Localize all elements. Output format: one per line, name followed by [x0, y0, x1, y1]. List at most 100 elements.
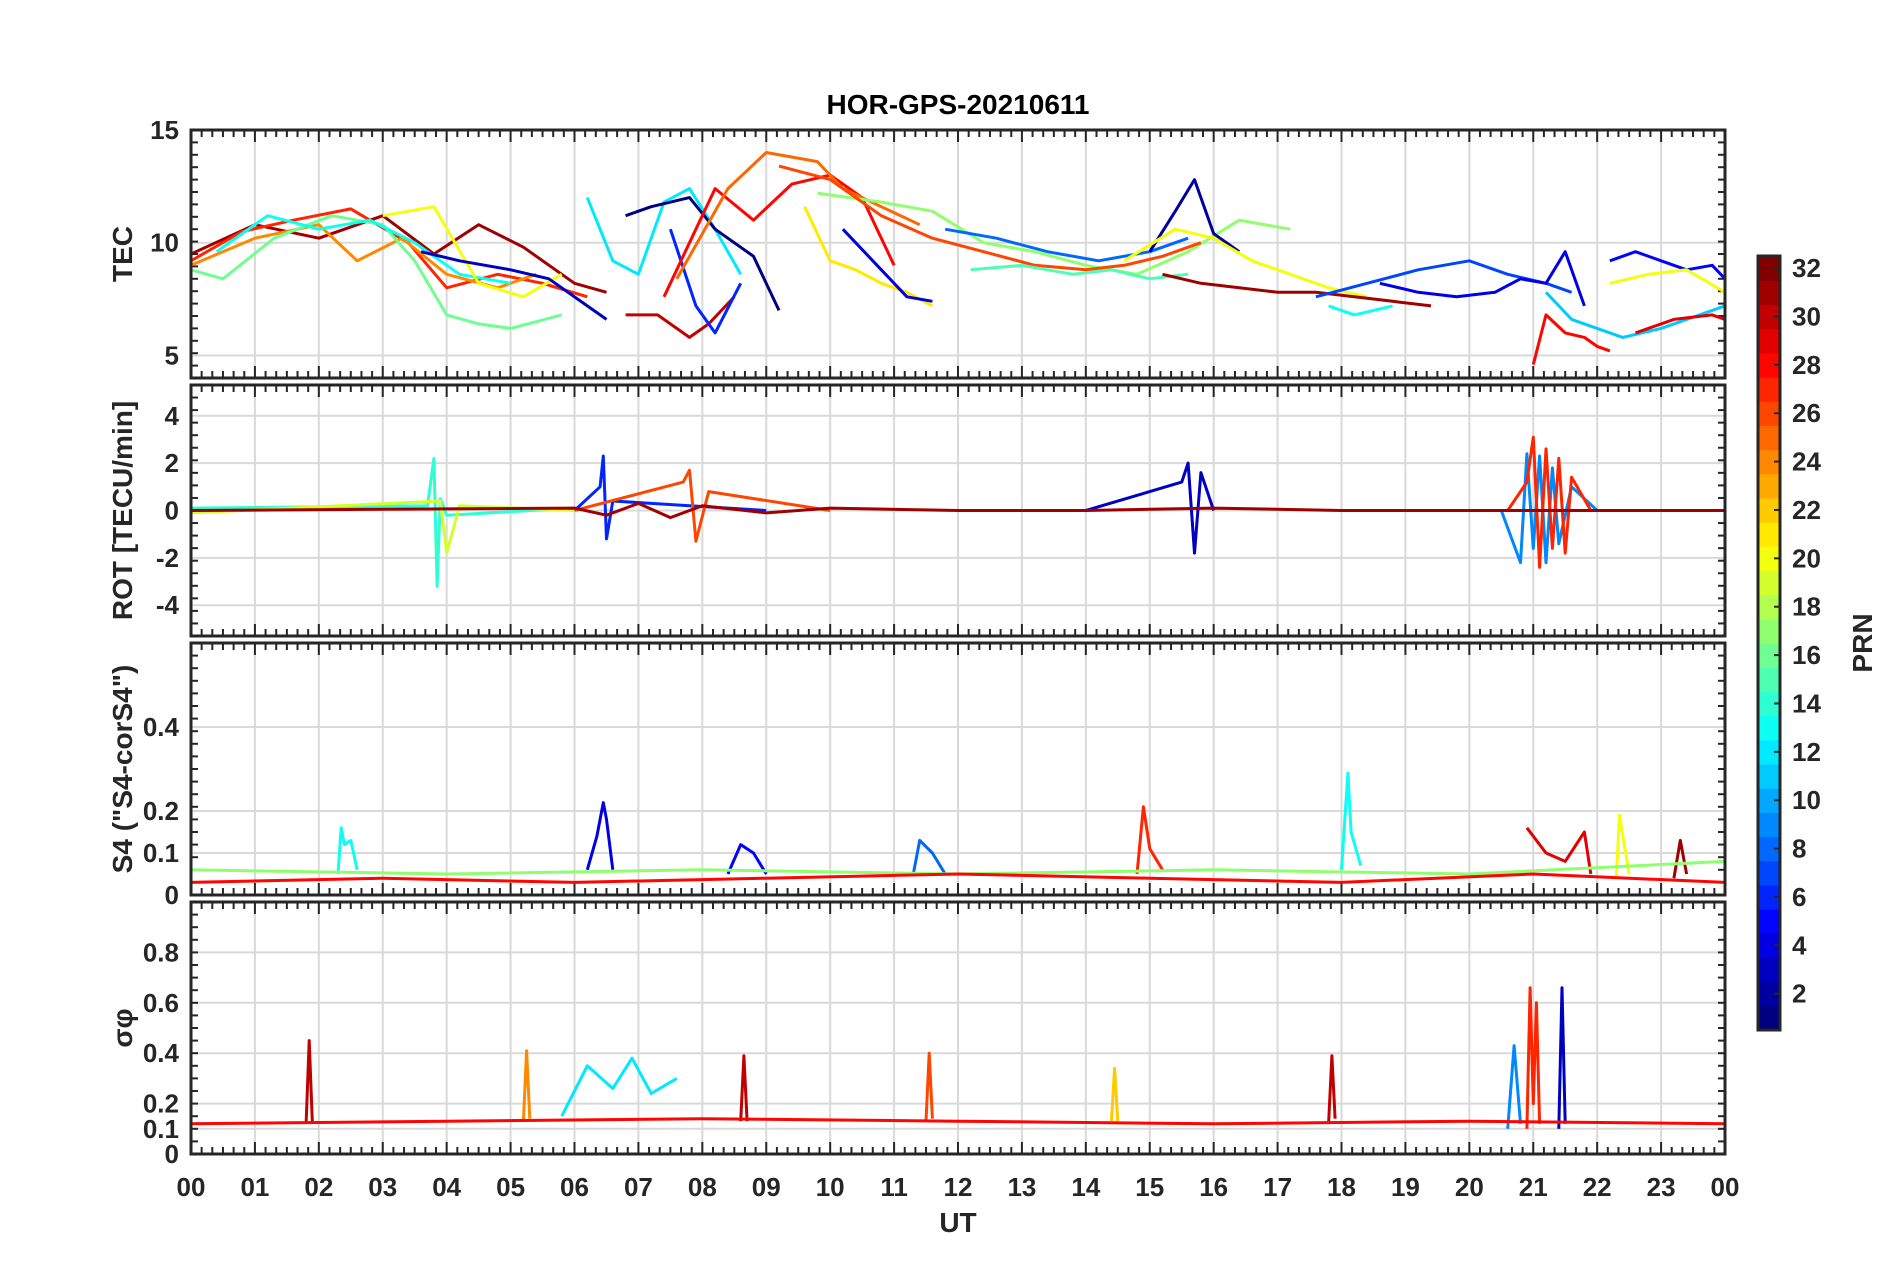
y-tick-label: 0.2 — [143, 796, 179, 826]
rot-panel: -4 -2 0 2 4 ROT [TECU/min] — [107, 383, 1727, 638]
colorbar-tick-label: 8 — [1792, 834, 1806, 864]
colorbar-swatch — [1758, 763, 1780, 789]
series-line-prn-4 — [585, 801, 615, 871]
series-line-prn-31 — [1672, 838, 1689, 879]
series-line-prn-26 — [574, 468, 831, 543]
x-tick-label: 22 — [1583, 1172, 1612, 1202]
series-line-prn-31 — [191, 501, 1725, 520]
colorbar-swatch — [1758, 981, 1780, 1007]
x-tick-label: 08 — [688, 1172, 717, 1202]
series-line-prn-22 — [1109, 1066, 1120, 1122]
series-line-prn-13 — [336, 826, 359, 875]
y-axis-label: ROT [TECU/min] — [107, 401, 138, 620]
colorbar-swatch — [1758, 643, 1780, 668]
x-tick-label: 17 — [1263, 1172, 1292, 1202]
colorbar-frame — [1756, 254, 1782, 1032]
colorbar-swatch — [1758, 401, 1780, 426]
s4-panel: 0 0.1 0.2 0.4S4 ("S4-corS4") — [107, 641, 1727, 910]
sigma-phi-panel: 00.10.2 0.4 0.6 0.8 σφ — [107, 900, 1727, 1169]
series-line-prn-3 — [1557, 986, 1567, 1129]
colorbar-swatch — [1758, 256, 1780, 281]
y-tick-label: 0.8 — [143, 937, 179, 967]
y-tick-label: 0 — [165, 880, 179, 910]
series-line-prn-14 — [191, 456, 575, 588]
x-tick-label: 01 — [240, 1172, 269, 1202]
series-line-prn-13 — [215, 214, 511, 285]
series-line-prn-4 — [1379, 250, 1586, 307]
series-line-prn-28 — [662, 173, 896, 298]
x-tick-label: 00 — [177, 1172, 206, 1202]
series-line-prn-16 — [191, 214, 563, 330]
y-tick-label: 0.4 — [143, 1038, 180, 1068]
colorbar-swatch — [1758, 497, 1780, 523]
tec-panel: 5 10 15 TEC — [107, 115, 1727, 380]
series-line-prn-5 — [726, 843, 768, 875]
x-axis: 00 01 02 03 04 05 06 07 08 09 10 11 12 13 14 15 16 17 18 19… — [177, 1172, 1740, 1202]
series-line-prn-27 — [1525, 986, 1542, 1129]
y-tick-label: -2 — [156, 543, 179, 573]
colorbar-swatch — [1758, 836, 1780, 862]
y-axis-label: TEC — [107, 226, 138, 282]
series-line-prn-21 — [803, 206, 934, 308]
series-line-prn-20 — [382, 205, 563, 299]
series-line-prn-11 — [1544, 291, 1725, 339]
y-tick-label: 0.6 — [143, 988, 179, 1018]
series-line-prn-9 — [1506, 1044, 1522, 1129]
y-axis-label: S4 ("S4-corS4") — [107, 665, 138, 874]
colorbar-swatch — [1758, 1005, 1780, 1031]
colorbar-tick-label: 2 — [1792, 979, 1806, 1009]
series-line-prn-28 — [191, 1117, 1725, 1126]
rot-axes-frame — [189, 383, 1727, 638]
colorbar-swatch — [1758, 618, 1780, 644]
chart-title: HOR-GPS-20210611 — [826, 89, 1089, 120]
x-tick-label: 03 — [368, 1172, 397, 1202]
x-tick-label: 07 — [624, 1172, 653, 1202]
series-line-prn-30 — [1327, 1054, 1337, 1122]
colorbar-tick-label: 32 — [1792, 253, 1821, 283]
colorbar-swatch — [1758, 449, 1780, 475]
y-tick-label: -4 — [156, 590, 180, 620]
series-line-prn-29 — [1525, 826, 1593, 875]
series-line-prn-5 — [1609, 250, 1725, 280]
x-tick-label: 05 — [496, 1172, 525, 1202]
colorbar-swatch — [1758, 352, 1780, 378]
colorbar-swatch — [1758, 933, 1780, 959]
colorbar-swatch — [1758, 739, 1780, 765]
y-tick-label: 4 — [165, 401, 180, 431]
series-line-prn-26 — [924, 1051, 934, 1122]
series-line-prn-25 — [675, 151, 921, 280]
series-line-prn-13 — [1328, 304, 1393, 317]
colorbar-swatch — [1758, 957, 1780, 983]
y-tick-label: 0.4 — [143, 712, 180, 742]
x-tick-label: 18 — [1327, 1172, 1356, 1202]
y-axis-label: σφ — [107, 1008, 138, 1047]
series-line-prn-17 — [817, 191, 1291, 276]
s4-series-group — [191, 771, 1725, 884]
colorbar-tick-label: 12 — [1792, 737, 1821, 767]
colorbar-swatch — [1758, 522, 1780, 547]
colorbar-swatch — [1758, 812, 1780, 838]
series-line-prn-24 — [521, 1049, 532, 1122]
x-tick-label: 09 — [752, 1172, 781, 1202]
colorbar-swatch — [1758, 376, 1780, 402]
sigma_phi-axes-frame — [189, 900, 1727, 1156]
x-tick-label: 16 — [1199, 1172, 1228, 1202]
x-tick-label: 15 — [1135, 1172, 1164, 1202]
series-line-prn-20 — [1614, 813, 1631, 879]
colorbar-tick-label: 26 — [1792, 398, 1821, 428]
colorbar-swatch — [1758, 715, 1780, 741]
colorbar-tick-label: 22 — [1792, 495, 1821, 525]
series-line-prn-28 — [1531, 313, 1611, 365]
series-line-prn-4 — [841, 228, 933, 303]
series-line-prn-29 — [1635, 313, 1725, 335]
colorbar-tick-label: 18 — [1792, 592, 1821, 622]
x-tick-label: 20 — [1455, 1172, 1484, 1202]
series-line-prn-30 — [739, 1054, 749, 1122]
x-tick-label: 14 — [1071, 1172, 1100, 1202]
series-line-prn-28 — [191, 872, 1725, 884]
y-tick-label: 2 — [165, 448, 179, 478]
y-tick-label: 0 — [165, 496, 179, 526]
x-tick-label: 10 — [816, 1172, 845, 1202]
rot-series-group — [191, 435, 1725, 588]
colorbar-swatch — [1758, 691, 1780, 717]
